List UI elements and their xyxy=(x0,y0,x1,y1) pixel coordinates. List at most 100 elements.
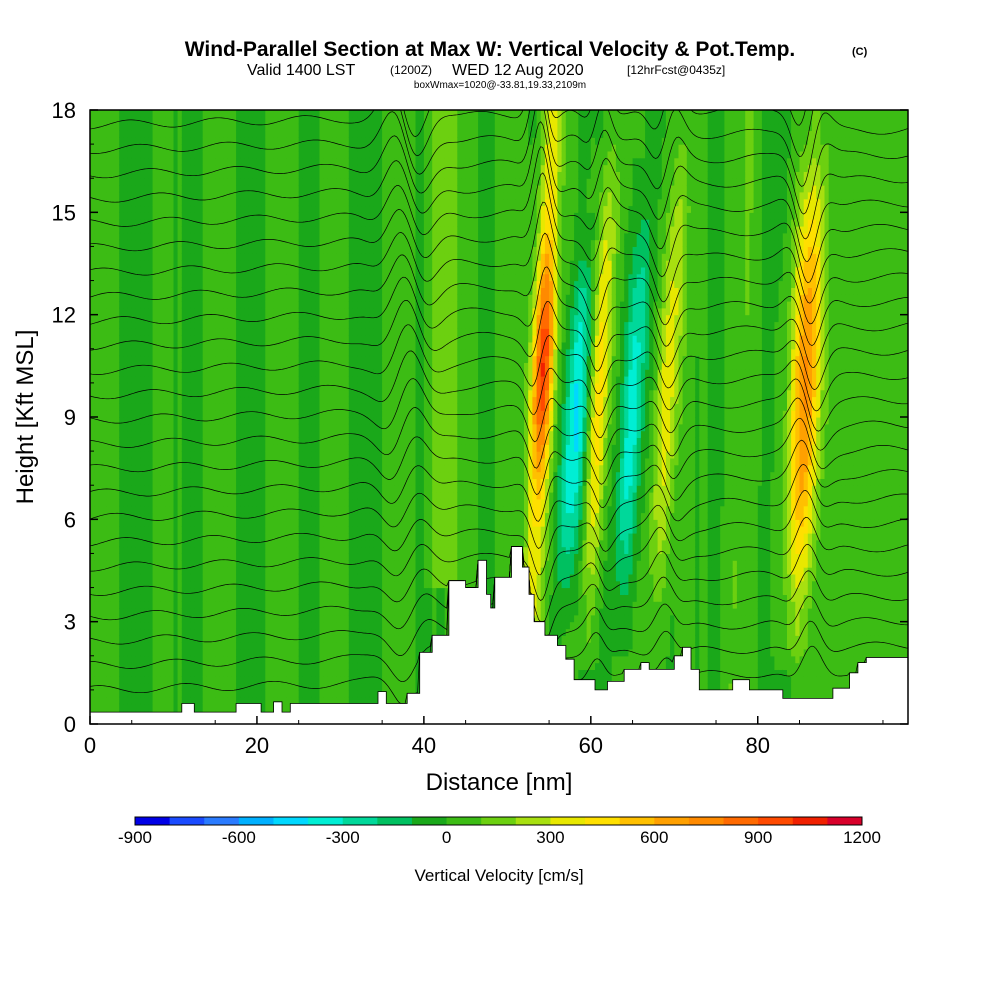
field-cell xyxy=(219,130,225,138)
field-cell xyxy=(131,185,137,193)
field-cell xyxy=(311,471,316,479)
field-cell xyxy=(231,512,237,520)
field-cell xyxy=(236,171,241,179)
field-cell xyxy=(144,287,150,295)
field-cell xyxy=(90,464,95,473)
field-cell xyxy=(152,185,158,193)
field-cell xyxy=(173,212,179,220)
field-cell xyxy=(236,328,241,336)
field-cell xyxy=(282,246,287,254)
field-cell xyxy=(298,396,304,404)
field-cell xyxy=(298,144,304,152)
field-cell xyxy=(223,662,229,670)
field-cell xyxy=(106,608,112,616)
field-cell xyxy=(236,355,241,363)
field-cell xyxy=(140,417,145,425)
field-cell xyxy=(102,287,108,295)
field-cell xyxy=(160,335,166,343)
field-cell xyxy=(219,382,225,391)
field-cell xyxy=(140,239,145,247)
field-cell xyxy=(115,649,120,657)
field-cell xyxy=(244,403,250,411)
field-cell xyxy=(307,198,312,207)
field-cell xyxy=(286,348,291,357)
field-cell xyxy=(169,266,175,275)
field-cell xyxy=(273,389,279,398)
field-cell xyxy=(186,539,191,548)
field-cell xyxy=(294,457,300,466)
field-cell xyxy=(298,608,304,616)
field-cell xyxy=(282,539,287,548)
field-cell xyxy=(181,457,187,466)
field-cell xyxy=(206,342,212,350)
field-cell xyxy=(248,314,254,323)
field-cell xyxy=(160,191,166,200)
field-cell xyxy=(294,580,300,589)
field-cell xyxy=(302,253,308,261)
field-cell xyxy=(290,519,296,527)
field-cell xyxy=(94,185,99,193)
field-cell xyxy=(181,628,187,636)
field-cell xyxy=(202,219,208,227)
field-cell xyxy=(148,273,154,282)
field-cell xyxy=(144,280,150,288)
field-cell xyxy=(261,226,266,234)
field-cell xyxy=(148,594,154,602)
field-cell xyxy=(119,382,124,391)
field-cell xyxy=(290,614,296,623)
field-cell xyxy=(244,226,250,234)
field-cell xyxy=(298,362,304,370)
field-cell xyxy=(173,608,179,616)
field-cell xyxy=(227,608,233,616)
field-cell xyxy=(206,669,212,677)
field-cell xyxy=(286,123,291,131)
field-cell xyxy=(244,294,250,302)
field-cell xyxy=(102,471,108,479)
field-cell xyxy=(123,164,129,172)
field-cell xyxy=(194,396,200,404)
field-cell xyxy=(127,662,133,670)
field-cell xyxy=(115,178,120,186)
field-cell xyxy=(98,642,104,650)
field-cell xyxy=(90,587,95,595)
field-cell xyxy=(152,546,158,554)
field-cell xyxy=(231,669,237,677)
field-cell xyxy=(140,526,145,534)
field-cell xyxy=(106,123,112,131)
field-cell xyxy=(311,226,316,234)
field-cell xyxy=(282,212,287,220)
field-cell xyxy=(227,198,233,207)
field-cell xyxy=(294,150,300,159)
field-cell xyxy=(315,314,321,323)
field-cell xyxy=(190,669,195,677)
field-cell xyxy=(206,396,212,404)
field-cell xyxy=(273,621,279,630)
field-cell xyxy=(265,348,271,357)
field-cell xyxy=(215,246,220,254)
field-cell xyxy=(294,123,300,131)
field-cell xyxy=(115,314,120,323)
field-cell xyxy=(231,403,237,411)
field-cell xyxy=(206,512,212,520)
field-cell xyxy=(110,519,116,527)
field-cell xyxy=(156,301,162,309)
field-cell xyxy=(202,539,208,548)
field-cell xyxy=(252,369,258,377)
field-cell xyxy=(240,492,245,500)
field-cell xyxy=(302,614,308,623)
field-cell xyxy=(244,464,250,473)
field-cell xyxy=(173,205,179,213)
field-cell xyxy=(177,164,183,172)
field-cell xyxy=(307,239,312,247)
field-cell xyxy=(265,171,271,179)
field-cell xyxy=(90,471,95,479)
field-cell xyxy=(140,226,145,234)
field-cell xyxy=(311,110,316,118)
field-cell xyxy=(219,280,225,288)
field-cell xyxy=(140,307,145,316)
field-cell xyxy=(115,382,120,391)
field-cell xyxy=(219,185,225,193)
field-cell xyxy=(152,321,158,329)
field-cell xyxy=(256,246,262,254)
field-cell xyxy=(135,423,141,432)
